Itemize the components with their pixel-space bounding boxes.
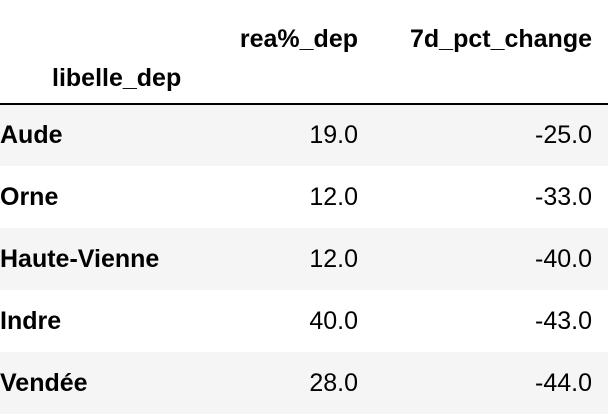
cell-rea-dep: 12.0 [309,244,358,273]
table-row: Haute-Vienne 12.0 -40.0 [0,228,608,290]
table-row: Indre 40.0 -43.0 [0,290,608,352]
table-row: Orne 12.0 -33.0 [0,166,608,228]
cell-7d-pct-change: -44.0 [535,368,592,397]
column-header-blank [0,0,203,54]
cell-7d-pct-change: -40.0 [535,244,592,273]
index-name-blank [203,54,360,104]
index-name-blank [360,54,608,104]
cell-7d-pct-change: -33.0 [535,182,592,211]
row-label: Haute-Vienne [0,244,160,273]
row-label: Indre [0,306,62,335]
column-header-7d-pct-change: 7d_pct_change [409,25,592,53]
cell-rea-dep: 12.0 [309,182,358,211]
table-row: Aude 19.0 -25.0 [0,104,608,166]
column-header-rea-dep: rea%_dep [239,25,358,53]
table-header: rea%_dep 7d_pct_change libelle_dep [0,0,608,104]
row-label: Orne [0,182,59,211]
cell-rea-dep: 28.0 [309,368,358,397]
cell-7d-pct-change: -25.0 [535,121,592,149]
cell-rea-dep: 40.0 [309,306,358,335]
column-header-row: rea%_dep 7d_pct_change [0,0,608,54]
row-label: Aude [0,121,63,149]
index-name-header: libelle_dep [52,64,182,92]
table-body: Aude 19.0 -25.0 Orne 12.0 -33.0 Haute-Vi… [0,104,608,414]
table-row: Vendée 28.0 -44.0 [0,352,608,414]
index-name-row: libelle_dep [0,54,608,104]
cell-7d-pct-change: -43.0 [535,306,592,335]
cell-rea-dep: 19.0 [309,121,358,149]
row-label: Vendée [0,368,88,397]
